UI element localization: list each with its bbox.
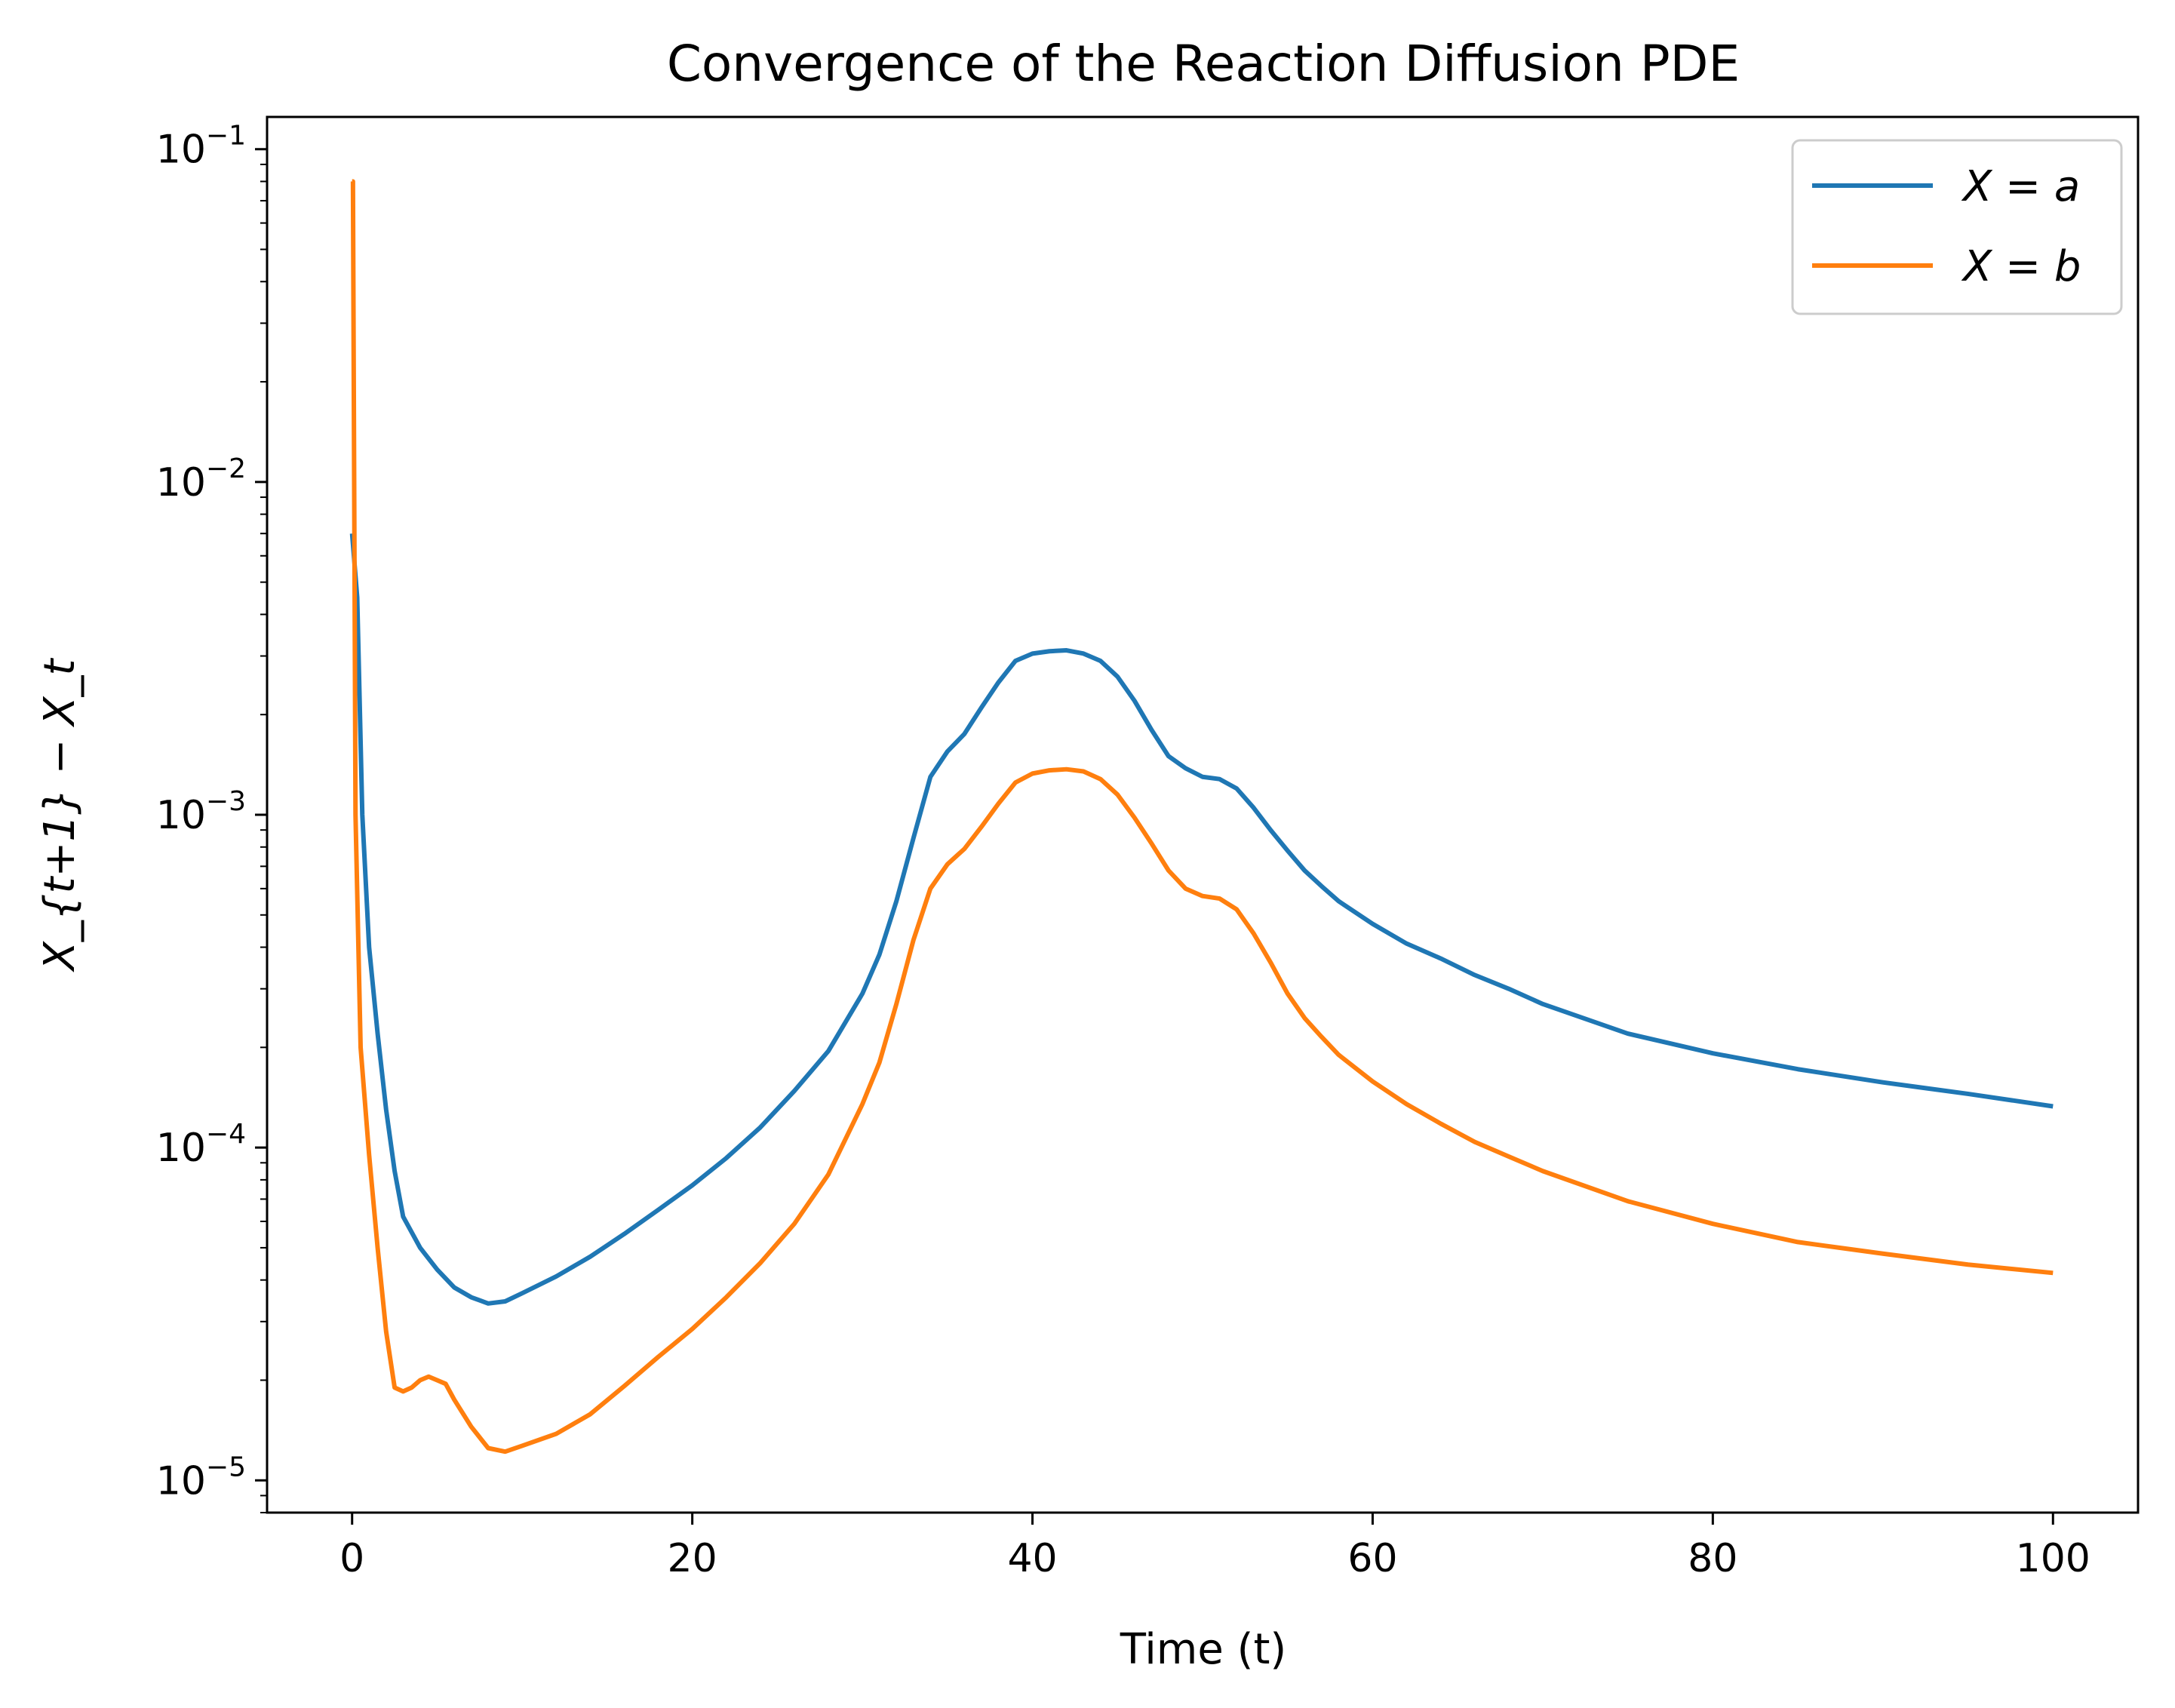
y-axis-label: X_{t+1} − X_t	[35, 657, 84, 972]
x-tick-label: 0	[339, 1536, 364, 1581]
series-line-b	[350, 179, 2054, 1455]
y-tick-label: 10−1	[156, 121, 246, 173]
legend-label-b: X = b	[1961, 242, 2081, 291]
chart-title: Convergence of the Reaction Diffusion PD…	[667, 35, 1740, 93]
series-line-a	[349, 533, 2054, 1306]
y-axis-ticks: 10−1 10−2 10−3 10−4 10−5	[156, 121, 267, 1513]
x-tick-label: 40	[1007, 1536, 1057, 1581]
plot-frame	[266, 115, 2140, 1514]
x-axis-ticks: 0 20 40 60 80 100	[339, 1513, 2091, 1581]
x-tick-label: 80	[1688, 1536, 1737, 1581]
y-tick-label: 10−5	[156, 1451, 246, 1504]
series-layer	[349, 179, 2054, 1455]
x-axis-label: Time (t)	[1120, 1625, 1287, 1674]
legend-label-a: X = a	[1961, 162, 2080, 211]
y-tick-label: 10−4	[156, 1119, 246, 1171]
legend: X = a X = b	[1791, 139, 2123, 315]
y-tick-label: 10−2	[156, 453, 246, 505]
x-tick-label: 100	[2016, 1536, 2091, 1581]
x-tick-label: 20	[668, 1536, 717, 1581]
x-tick-label: 60	[1347, 1536, 1397, 1581]
y-tick-label: 10−3	[156, 786, 246, 838]
